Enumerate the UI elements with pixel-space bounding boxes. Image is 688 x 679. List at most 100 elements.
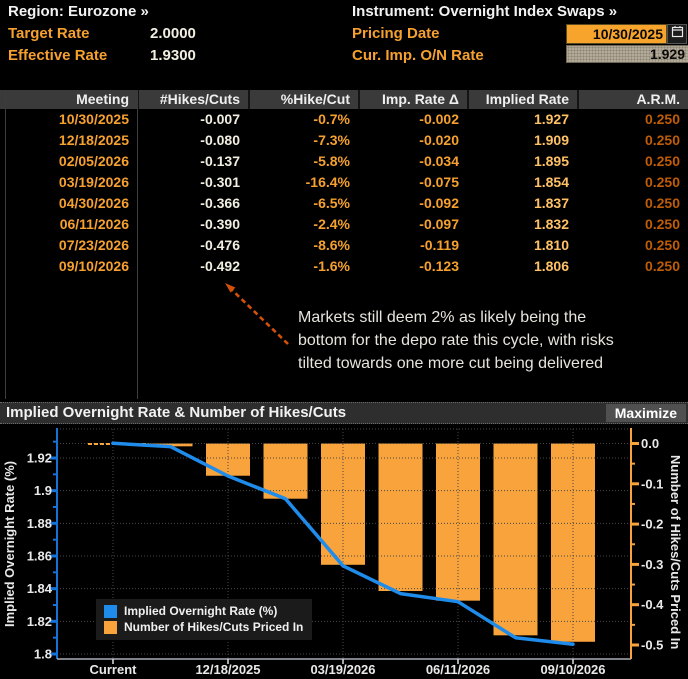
meetings-table: 10/30/2025 -0.007 -0.7% -0.002 1.927 0.250 12/… [0, 109, 688, 277]
cell-pct-hike-cut: -2.4% [313, 216, 350, 232]
instrument-link[interactable]: Instrument: Overnight Index Swaps » [352, 3, 618, 20]
cell-pct-hike-cut: -6.5% [313, 195, 350, 211]
annotation-line: Markets still deem 2% as likely being th… [298, 309, 587, 326]
legend-item-line: Implied Overnight Rate (%) [104, 603, 303, 619]
legend-label-line: Implied Overnight Rate (%) [124, 604, 278, 618]
cell-arm: 0.250 [644, 237, 680, 253]
right-axis-tick-label: -0.1 [641, 476, 663, 491]
column-header-implied-rate: Implied Rate [467, 90, 577, 109]
cell-pct-hike-cut: -5.8% [313, 153, 350, 169]
cell-implied-rate: 1.832 [533, 216, 569, 232]
table-row[interactable]: 09/10/2026 -0.492 -1.6% -0.123 1.806 0.250 [0, 256, 688, 277]
cell-meeting: 12/18/2025 [58, 132, 129, 148]
line-series-swatch-icon [104, 604, 117, 618]
cell-meeting: 06/11/2026 [59, 216, 129, 232]
cell-meeting: 04/30/2026 [58, 195, 129, 211]
table-row[interactable]: 10/30/2025 -0.007 -0.7% -0.002 1.927 0.250 [0, 109, 688, 130]
right-axis: 0.0 -0.1 -0.2 -0.3 -0.4 -0.5 [630, 428, 664, 659]
x-axis-tick-label: 03/19/2026 [310, 662, 375, 677]
table-row[interactable]: 04/30/2026 -0.366 -6.5% -0.092 1.837 0.250 [0, 193, 688, 214]
cell-meeting: 03/19/2026 [58, 174, 129, 190]
legend-label-bar: Number of Hikes/Cuts Priced In [124, 620, 304, 634]
cell-arm: 0.250 [644, 153, 680, 169]
hikes-cuts-bar [551, 443, 595, 642]
cell-implied-rate: 1.837 [533, 195, 569, 211]
cell-imp-rate-delta: -0.097 [419, 216, 459, 232]
cell-pct-hike-cut: -8.6% [313, 237, 350, 253]
column-header-imp-rate-delta: Imp. Rate Δ [358, 90, 467, 109]
cell-meeting: 02/05/2026 [58, 153, 129, 169]
cell-arm: 0.250 [644, 216, 680, 232]
calendar-button[interactable] [667, 24, 687, 44]
hikes-cuts-bar [493, 443, 538, 636]
cur-imp-on-rate-label: Cur. Imp. O/N Rate [352, 47, 484, 64]
cell-arm: 0.250 [644, 258, 680, 274]
annotation-arrow [225, 283, 289, 345]
cell-hikes-cuts: -0.007 [200, 111, 240, 127]
hikes-cuts-bar [378, 443, 423, 591]
x-axis-tick-label: Current [90, 662, 138, 677]
x-axis-tick-label: 12/18/2025 [195, 662, 260, 677]
table-row[interactable]: 03/19/2026 -0.301 -16.4% -0.075 1.854 0.250 [0, 172, 688, 193]
cell-hikes-cuts: -0.366 [200, 195, 240, 211]
cell-arm: 0.250 [644, 111, 680, 127]
cell-imp-rate-delta: -0.034 [419, 153, 459, 169]
cell-imp-rate-delta: -0.092 [419, 195, 459, 211]
right-axis-tick-label: -0.2 [641, 517, 663, 532]
left-axis-tick-label: 1.88 [27, 516, 52, 531]
cell-implied-rate: 1.909 [533, 132, 569, 148]
column-header-arm: A.R.M. [577, 90, 688, 109]
bar-series [148, 443, 595, 642]
left-axis-tick-label: 1.9 [34, 483, 52, 498]
annotation-line: bottom for the depo rate this cycle, wit… [298, 332, 614, 349]
chart-plot: 1.92 1.9 1.88 1.86 1.84 1.82 1.8 0.0 -0.1 -0.2 -0.… [27, 428, 664, 677]
cell-hikes-cuts: -0.080 [200, 132, 240, 148]
right-axis-tick-label: -0.5 [641, 638, 663, 653]
cell-arm: 0.250 [644, 132, 680, 148]
left-axis-title: Implied Overnight Rate (%) [2, 460, 17, 628]
right-axis-tick-label: -0.4 [641, 597, 664, 612]
table-row[interactable]: 02/05/2026 -0.137 -5.8% -0.034 1.895 0.250 [0, 151, 688, 172]
pricing-date-input[interactable]: 10/30/2025 [566, 24, 667, 44]
right-axis-tick-label: 0.0 [641, 436, 659, 451]
region-link[interactable]: Region: Eurozone » [8, 3, 149, 20]
cell-meeting: 10/30/2025 [58, 111, 129, 127]
implied-rate-line [111, 441, 575, 646]
left-axis-tick-label: 1.92 [27, 451, 52, 466]
table-left-gutter-line [5, 90, 6, 399]
table-row[interactable]: 12/18/2025 -0.080 -7.3% -0.020 1.909 0.250 [0, 130, 688, 151]
calendar-icon [671, 25, 684, 43]
cell-pct-hike-cut: -16.4% [305, 174, 350, 190]
table-row[interactable]: 07/23/2026 -0.476 -8.6% -0.119 1.810 0.250 [0, 235, 688, 256]
bar-series-swatch-icon [104, 620, 117, 634]
chart-title-bar: Implied Overnight Rate & Number of Hikes… [0, 402, 688, 424]
maximize-button[interactable]: Maximize [605, 404, 686, 422]
cell-implied-rate: 1.806 [533, 258, 569, 274]
right-axis-tick-label: -0.3 [641, 557, 663, 572]
chart-title: Implied Overnight Rate & Number of Hikes… [6, 404, 347, 421]
cell-meeting: 07/23/2026 [58, 237, 129, 253]
chart-legend: Implied Overnight Rate (%) Number of Hik… [96, 599, 313, 640]
effective-rate-label: Effective Rate [8, 47, 108, 64]
cell-implied-rate: 1.927 [533, 111, 569, 127]
effective-rate-value: 1.9300 [150, 47, 196, 64]
cell-implied-rate: 1.895 [533, 153, 569, 169]
table-row[interactable]: 06/11/2026 -0.390 -2.4% -0.097 1.832 0.250 [0, 214, 688, 235]
cell-imp-rate-delta: -0.123 [419, 258, 459, 274]
left-axis: 1.92 1.9 1.88 1.86 1.84 1.82 1.8 [27, 428, 58, 662]
target-rate-label: Target Rate [8, 25, 90, 42]
left-axis-tick-label: 1.84 [27, 581, 53, 596]
cell-pct-hike-cut: -1.6% [313, 258, 350, 274]
x-axis: Current 12/18/2025 03/19/2026 06/11/2026 09/… [57, 658, 631, 677]
cell-implied-rate: 1.854 [533, 174, 569, 190]
x-axis-tick-label: 06/11/2026 [426, 662, 490, 677]
pricing-date-label: Pricing Date [352, 25, 440, 42]
column-header-hikes-cuts: #Hikes/Cuts [137, 90, 248, 109]
column-header-pct-hike-cut: %Hike/Cut [248, 90, 358, 109]
x-axis-tick-label: 09/10/2026 [540, 662, 605, 677]
left-axis-tick-label: 1.8 [34, 647, 52, 662]
cell-meeting: 09/10/2026 [58, 258, 129, 274]
legend-item-bar: Number of Hikes/Cuts Priced In [104, 619, 303, 635]
cell-imp-rate-delta: -0.119 [420, 237, 459, 253]
